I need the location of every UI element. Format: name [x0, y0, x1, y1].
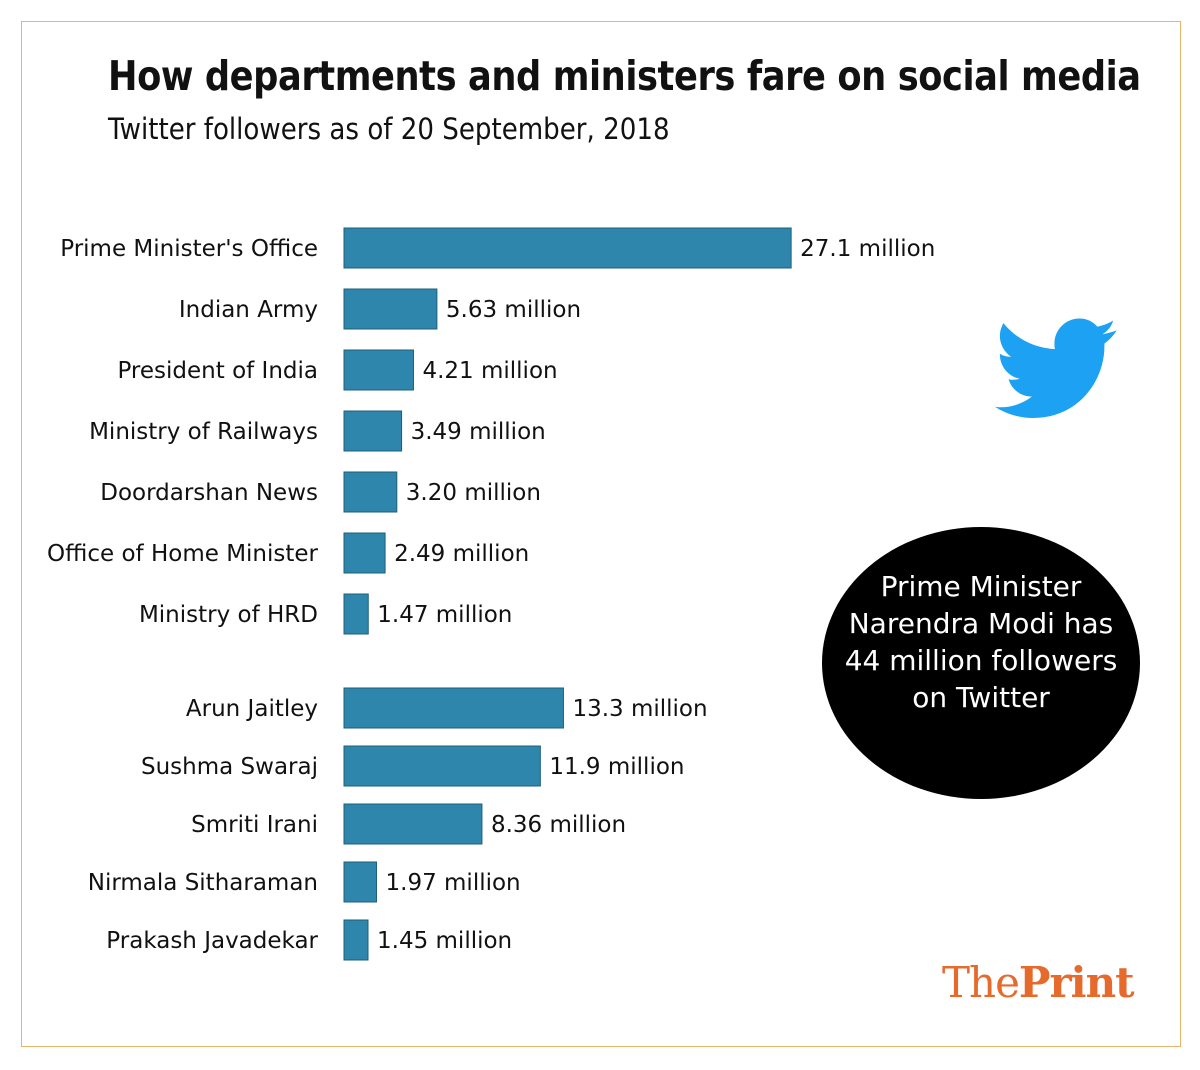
value-label: 27.1 million [800, 236, 935, 262]
category-label: Sushma Swaraj [141, 754, 318, 780]
bar [343, 227, 792, 269]
value-label: 1.97 million [386, 870, 521, 896]
brand-the: The [942, 958, 1020, 1007]
bar [343, 288, 438, 330]
bar [343, 803, 483, 845]
chart-subtitle: Twitter followers as of 20 September, 20… [108, 112, 670, 146]
bar [343, 410, 403, 452]
bar [343, 593, 369, 635]
value-label: 4.21 million [422, 358, 557, 384]
value-label: 5.63 million [446, 297, 581, 323]
bar [343, 861, 378, 903]
bar [343, 687, 564, 729]
value-label: 1.47 million [377, 602, 512, 628]
category-label: Prakash Javadekar [106, 928, 318, 954]
value-label: 2.49 million [394, 541, 529, 567]
category-label: Nirmala Sitharaman [88, 870, 318, 896]
bar [343, 745, 541, 787]
category-label: Prime Minister's Office [60, 236, 318, 262]
callout-line: on Twitter [912, 681, 1050, 714]
brand-print: Print [1018, 958, 1135, 1007]
bar [343, 471, 398, 513]
brand-logo: ThePrint [942, 958, 1135, 1007]
callout-circle [822, 527, 1140, 799]
value-label: 13.3 million [572, 696, 707, 722]
bar [343, 349, 414, 391]
category-label: Arun Jaitley [186, 696, 318, 722]
category-label: Doordarshan News [100, 480, 318, 506]
twitter-bird-icon [995, 318, 1117, 418]
chart-title: How departments and ministers fare on so… [108, 52, 1141, 100]
category-label: Ministry of HRD [139, 602, 318, 628]
value-label: 3.20 million [406, 480, 541, 506]
callout-line: Narendra Modi has [848, 607, 1114, 640]
category-label: Ministry of Railways [89, 419, 318, 445]
value-label: 3.49 million [411, 419, 546, 445]
bar [343, 532, 386, 574]
value-label: 8.36 million [491, 812, 626, 838]
value-label: 1.45 million [377, 928, 512, 954]
category-label: Indian Army [179, 297, 318, 323]
value-label: 11.9 million [549, 754, 684, 780]
callout-line: 44 million followers [844, 644, 1118, 677]
callout-line: Prime Minister [880, 570, 1082, 603]
bar [343, 919, 369, 961]
category-label: Office of Home Minister [47, 541, 319, 567]
callout-text: Prime Minister Narendra Modi has 44 mill… [822, 568, 1140, 716]
category-label: Smriti Irani [191, 812, 318, 838]
category-label: President of India [117, 358, 318, 384]
